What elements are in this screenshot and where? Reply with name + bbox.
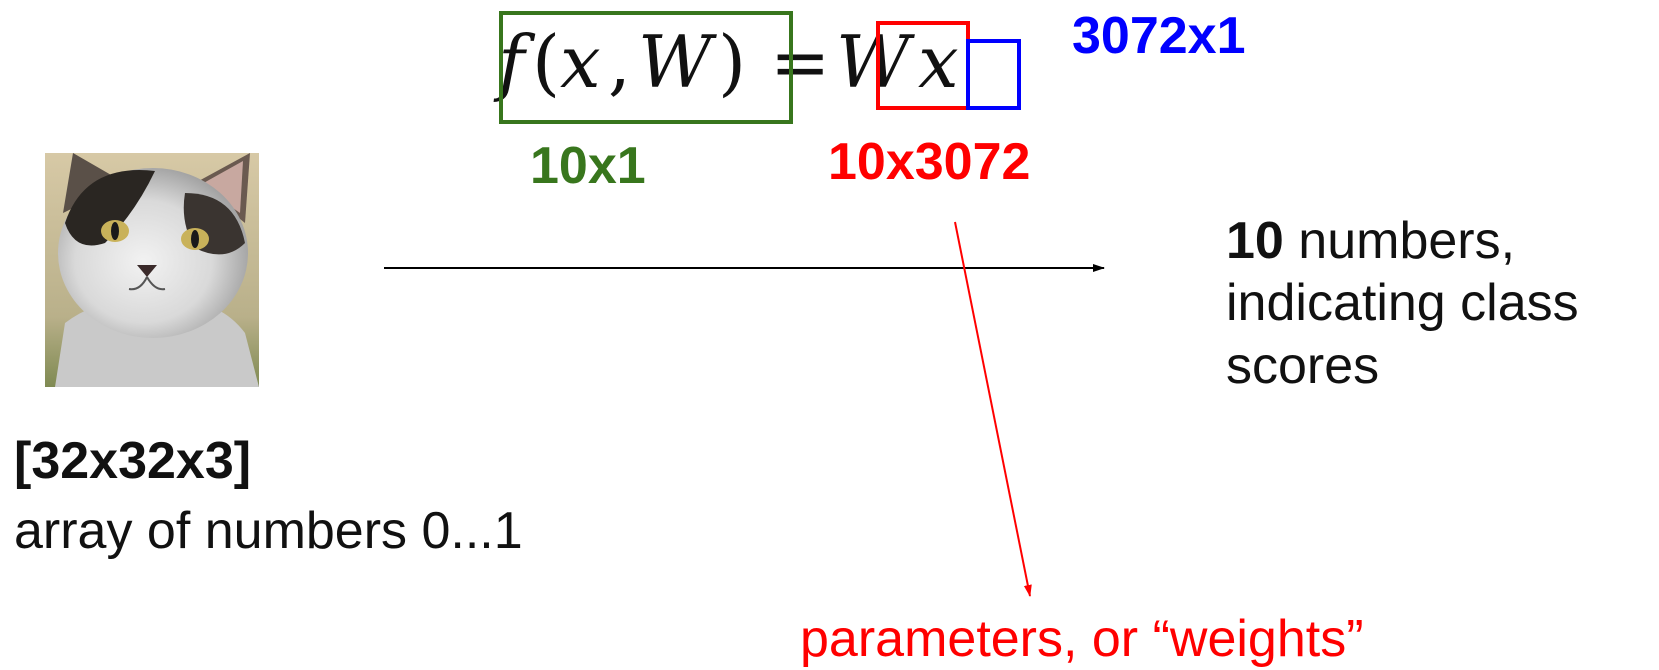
output-description: 10 numbers, indicating class scores (1226, 210, 1579, 397)
output-dimension-label: 10x1 (530, 137, 646, 195)
input-image (45, 153, 259, 387)
output-box (499, 11, 793, 124)
weights-annotation-label: parameters, or “weights” (800, 610, 1364, 668)
eq-x: x (560, 20, 601, 104)
weights-box (876, 21, 970, 110)
eq-comma: , (608, 20, 631, 104)
weights-pointer-arrow (954, 221, 1032, 597)
cat-photo-icon (45, 153, 259, 387)
output-count: 10 (1226, 212, 1284, 270)
eq-close-paren: ) (718, 20, 747, 104)
eq-w: W (638, 20, 713, 104)
input-dimension-label: 3072x1 (1072, 7, 1246, 65)
eq-weights-w: W (836, 20, 911, 104)
output-line-1: 10 numbers, (1226, 210, 1579, 272)
input-description: array of numbers 0...1 (14, 502, 523, 560)
eq-input-x: x (918, 20, 959, 104)
eq-open-paren: ( (532, 20, 561, 104)
output-line-1-rest: numbers, (1283, 212, 1516, 270)
input-shape-label: [32x32x3] (14, 432, 252, 490)
input-vector-box (966, 39, 1021, 110)
weights-dimension-label: 10x3072 (828, 133, 1031, 191)
output-line-2: indicating class (1226, 274, 1579, 333)
output-line-3: scores (1226, 336, 1380, 395)
eq-equals: = (770, 20, 831, 104)
